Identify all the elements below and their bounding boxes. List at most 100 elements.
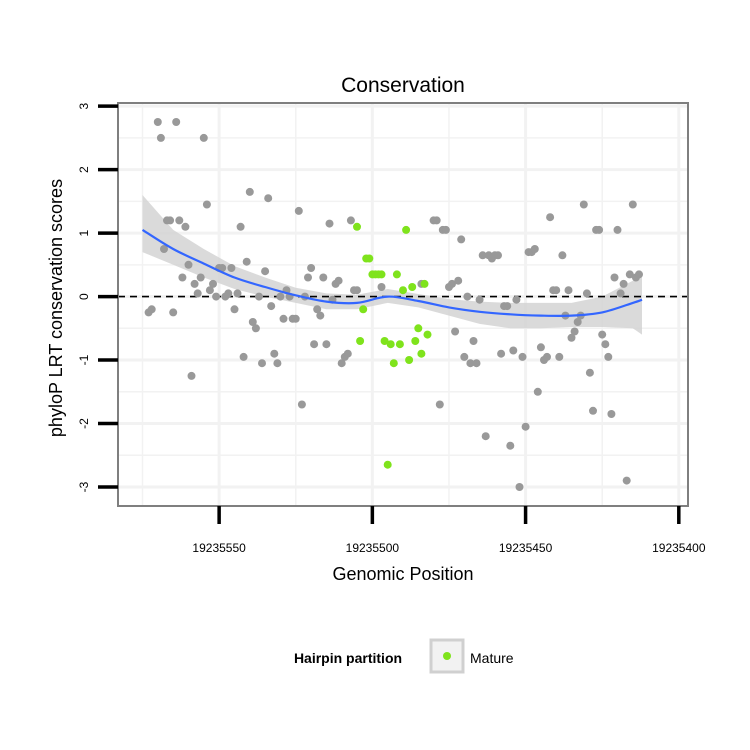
data-points <box>144 118 643 491</box>
y-tick-label: 2 <box>77 166 91 173</box>
data-point <box>319 273 328 282</box>
data-point <box>160 245 168 253</box>
data-point <box>297 400 306 409</box>
data-point <box>567 333 576 342</box>
panel-border <box>117 102 689 507</box>
data-point-mature <box>395 340 404 349</box>
data-point <box>536 343 545 352</box>
data-point <box>227 264 236 272</box>
data-point <box>276 292 285 301</box>
data-point <box>316 311 325 320</box>
data-point-mature <box>380 337 389 345</box>
data-point-mature <box>386 340 395 349</box>
data-point <box>598 330 607 339</box>
data-point <box>497 349 506 358</box>
data-point <box>451 327 460 336</box>
data-point <box>239 352 248 361</box>
x-tick-label: 19235550 <box>192 541 246 555</box>
y-tick-label: -1 <box>77 354 91 365</box>
data-point <box>585 368 594 377</box>
data-point <box>258 359 266 368</box>
data-point <box>273 359 282 368</box>
data-point <box>552 286 561 295</box>
data-point <box>558 251 567 260</box>
data-point-mature <box>420 279 429 288</box>
data-point-mature <box>356 337 365 345</box>
data-point <box>172 118 181 126</box>
data-point-mature <box>405 356 414 364</box>
data-point <box>457 235 466 244</box>
x-axis-title: Genomic Position <box>332 564 473 584</box>
data-point <box>601 340 610 349</box>
data-point-mature <box>402 225 411 234</box>
confidence-ribbon <box>142 195 642 335</box>
data-point <box>267 302 276 311</box>
data-point <box>307 264 316 272</box>
data-point-mature <box>414 324 423 333</box>
data-point <box>564 286 573 295</box>
y-axis-title: phyloP LRT conservation scores <box>46 179 66 437</box>
data-point <box>209 279 217 288</box>
data-point <box>310 340 319 349</box>
data-point <box>454 276 463 285</box>
y-tick-label: 0 <box>77 293 91 300</box>
data-point <box>230 305 239 314</box>
data-point <box>181 222 190 231</box>
data-point <box>313 305 322 314</box>
data-point <box>613 225 622 234</box>
data-point <box>512 295 521 304</box>
data-point <box>337 359 346 368</box>
data-point <box>242 257 251 266</box>
data-point <box>184 260 193 269</box>
smooth-curve <box>141 228 643 317</box>
data-point <box>573 318 582 326</box>
data-point <box>521 422 530 431</box>
data-point <box>625 270 634 279</box>
data-point-mature <box>377 270 386 279</box>
data-point <box>205 286 214 295</box>
data-point <box>261 267 270 276</box>
confidence-ribbon-area <box>142 195 642 335</box>
data-point <box>481 432 490 441</box>
data-point <box>607 410 616 418</box>
data-point <box>346 216 355 225</box>
data-point-mature <box>408 283 417 291</box>
data-point <box>619 279 628 288</box>
x-tick-label: 19235500 <box>346 541 400 555</box>
data-point <box>515 483 524 491</box>
data-point <box>166 216 175 225</box>
data-point <box>224 289 233 298</box>
data-point <box>193 289 202 298</box>
data-point <box>251 324 260 333</box>
y-tick-label: -3 <box>77 481 91 492</box>
data-point <box>448 279 456 288</box>
data-point <box>343 349 352 358</box>
data-point <box>279 314 288 323</box>
data-point <box>579 200 588 209</box>
data-point <box>334 276 343 285</box>
data-point <box>325 219 334 228</box>
data-point <box>248 318 257 326</box>
data-point <box>377 283 386 291</box>
data-point <box>518 352 527 361</box>
data-point <box>255 292 263 301</box>
data-point <box>153 118 162 126</box>
data-point <box>245 187 254 196</box>
data-point <box>555 352 564 361</box>
legend-label-mature: Mature <box>470 650 514 666</box>
data-point <box>169 308 178 317</box>
data-point <box>218 264 227 272</box>
data-point <box>178 273 187 282</box>
data-point <box>494 251 502 260</box>
data-point <box>199 133 208 142</box>
data-point <box>635 270 643 279</box>
data-point <box>466 359 475 368</box>
data-point <box>156 133 165 142</box>
legend: Hairpin partition Mature <box>294 638 514 674</box>
data-point <box>441 225 450 234</box>
data-point <box>604 352 613 361</box>
data-point <box>570 327 579 336</box>
y-tick-label: 3 <box>77 103 91 110</box>
data-point <box>463 292 472 301</box>
data-point <box>294 206 303 215</box>
